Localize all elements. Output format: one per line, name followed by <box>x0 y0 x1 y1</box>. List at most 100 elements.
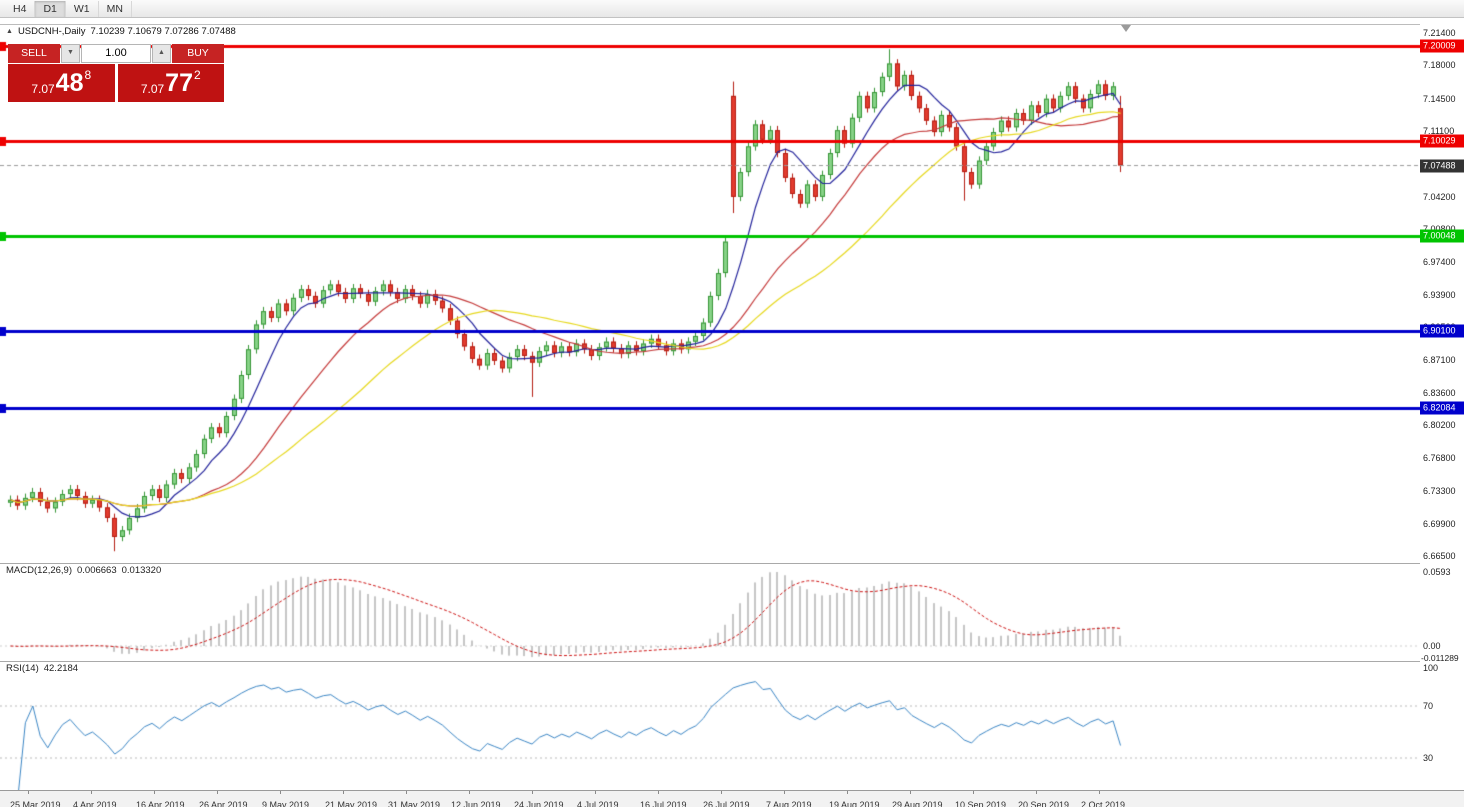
time-tick-label: 19 Aug 2019 <box>829 800 880 807</box>
time-tick-mark <box>784 791 785 794</box>
one-click-trading-panel: SELL ▼ 1.00 ▲ BUY 7.07 48 8 7.07 77 2 <box>8 44 224 102</box>
time-tick-mark <box>595 791 596 794</box>
hline-price-badge: 7.10029 <box>1420 134 1464 148</box>
price-tick-label: 7.14500 <box>1423 93 1456 104</box>
time-tick-label: 4 Jul 2019 <box>577 800 619 807</box>
hline-price-badge: 6.82084 <box>1420 401 1464 415</box>
price-tick-label: 6.87100 <box>1423 354 1456 365</box>
price-macd-divider[interactable] <box>0 563 1464 564</box>
time-tick-mark <box>469 791 470 794</box>
timeframe-button-w1[interactable]: W1 <box>66 0 99 17</box>
time-tick-label: 12 Jun 2019 <box>451 800 501 807</box>
sell-button[interactable]: SELL <box>8 44 60 63</box>
time-tick-mark <box>1036 791 1037 794</box>
sell-price-button[interactable]: 7.07 48 8 <box>8 64 115 102</box>
volume-input[interactable]: 1.00 <box>81 44 151 63</box>
time-tick-mark <box>406 791 407 794</box>
price-tick-label: 7.18000 <box>1423 60 1456 71</box>
time-tick-label: 2 Oct 2019 <box>1081 800 1126 807</box>
price-tick-label: 6.93900 <box>1423 289 1456 300</box>
chart-title: USDCNH-,Daily <box>17 26 86 37</box>
macd-rsi-divider[interactable] <box>0 661 1464 662</box>
price-tick-label: 6.73300 <box>1423 486 1456 497</box>
timeframe-button-mn[interactable]: MN <box>99 0 132 17</box>
rsi-value: 42.2184 <box>43 663 79 674</box>
time-tick-label: 31 May 2019 <box>388 800 441 807</box>
time-tick-mark <box>658 791 659 794</box>
buy-button[interactable]: BUY <box>172 44 224 63</box>
rsi-tick-label: 100 <box>1423 663 1439 673</box>
sell-price-pipette: 8 <box>84 68 92 82</box>
hline-price-badge: 7.20009 <box>1420 39 1464 53</box>
time-tick-label: 4 Apr 2019 <box>73 800 117 807</box>
price-tick-label: 6.69900 <box>1423 518 1456 529</box>
timeframe-button-d1[interactable]: D1 <box>35 0 66 17</box>
time-tick-mark <box>1099 791 1100 794</box>
price-tick-label: 6.76800 <box>1423 452 1456 463</box>
time-tick-mark <box>532 791 533 794</box>
buy-price-big-digits: 77 <box>165 68 193 97</box>
time-tick-label: 9 May 2019 <box>262 800 310 807</box>
time-tick-mark <box>280 791 281 794</box>
rsi-tick-label: 30 <box>1423 753 1434 763</box>
time-tick-mark <box>28 791 29 794</box>
trade-panel-price-row: 7.07 48 8 7.07 77 2 <box>8 64 224 102</box>
time-tick-mark <box>847 791 848 794</box>
buy-price-prefix: 7.07 <box>140 82 165 96</box>
macd-tick-label: 0.0593 <box>1423 567 1451 577</box>
timeframe-button-h4[interactable]: H4 <box>5 0 36 17</box>
time-tick-label: 7 Aug 2019 <box>766 800 812 807</box>
rsi-label: RSI(14) <box>6 663 39 674</box>
sell-price-big-digits: 48 <box>55 68 84 97</box>
buy-price-pipette: 2 <box>193 68 201 82</box>
chart-frame-top <box>0 24 1464 25</box>
time-tick-mark <box>973 791 974 794</box>
price-tick-label: 6.97400 <box>1423 256 1456 267</box>
time-tick-label: 24 Jun 2019 <box>514 800 564 807</box>
chart-region: ▲ USDCNH-,Daily 7.10239 7.10679 7.07286 … <box>0 18 1464 807</box>
chart-canvas[interactable] <box>0 18 1420 790</box>
chart-shift-icon <box>1121 25 1131 32</box>
macd-tick-label: -0.011289 <box>1421 653 1459 663</box>
trade-panel-top-row: SELL ▼ 1.00 ▲ BUY <box>8 44 224 63</box>
macd-signal-value: 0.013320 <box>121 565 162 576</box>
price-tick-label: 6.83600 <box>1423 388 1456 399</box>
macd-main-value: 0.006663 <box>77 565 117 576</box>
hline-price-badge: 7.00048 <box>1420 229 1464 243</box>
price-scale[interactable]: 7.214007.180007.145007.111007.076007.042… <box>1420 18 1464 790</box>
volume-decrease-button[interactable]: ▼ <box>61 44 80 63</box>
time-tick-mark <box>721 791 722 794</box>
time-tick-label: 10 Sep 2019 <box>955 800 1007 807</box>
time-tick-label: 16 Jul 2019 <box>640 800 687 807</box>
buy-price-button[interactable]: 7.07 77 2 <box>117 64 224 102</box>
time-axis[interactable]: 25 Mar 2019 4 Apr 2019 16 Apr 2019 26 Apr 2… <box>0 790 1464 807</box>
current-price-badge: 7.07488 <box>1420 159 1464 173</box>
trade-panel-collapse-icon[interactable]: ▲ <box>6 28 13 35</box>
time-tick-label: 26 Jul 2019 <box>703 800 750 807</box>
chart-header: ▲ USDCNH-,Daily 7.10239 7.10679 7.07286 … <box>6 26 236 37</box>
price-tick-label: 7.04200 <box>1423 191 1456 202</box>
time-tick-label: 16 Apr 2019 <box>136 800 185 807</box>
price-tick-label: 7.11100 <box>1423 126 1455 137</box>
price-tick-label: 6.80200 <box>1423 420 1456 431</box>
macd-tick-label: 0.00 <box>1423 641 1441 651</box>
time-tick-mark <box>91 791 92 794</box>
time-tick-label: 20 Sep 2019 <box>1018 800 1070 807</box>
rsi-panel-header: RSI(14) 42.2184 <box>6 663 78 674</box>
hline-price-badge: 6.90100 <box>1420 324 1464 338</box>
price-tick-label: 6.66500 <box>1423 551 1456 561</box>
volume-increase-button[interactable]: ▲ <box>152 44 171 63</box>
chart-ohlc-values: 7.10239 7.10679 7.07286 7.07488 <box>90 26 236 37</box>
price-tick-label: 7.00800 <box>1423 224 1456 234</box>
price-tick-label: 7.21400 <box>1423 28 1456 38</box>
sell-price-prefix: 7.07 <box>31 82 55 96</box>
time-tick-label: 29 Aug 2019 <box>892 800 943 807</box>
macd-panel-header: MACD(12,26,9) 0.006663 0.013320 <box>6 565 161 576</box>
time-tick-mark <box>154 791 155 794</box>
rsi-tick-label: 70 <box>1423 701 1434 711</box>
time-tick-label: 21 May 2019 <box>325 800 378 807</box>
time-tick-label: 26 Apr 2019 <box>199 800 248 807</box>
macd-label: MACD(12,26,9) <box>6 565 72 576</box>
timeframe-toolbar: H4 D1 W1 MN <box>0 0 1464 18</box>
